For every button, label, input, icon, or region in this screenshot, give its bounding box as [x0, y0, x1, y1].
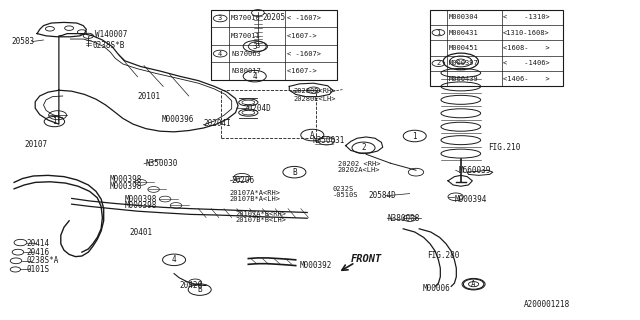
Text: 0238S*B: 0238S*B [93, 41, 125, 50]
Text: 20107A*B<RH>: 20107A*B<RH> [236, 211, 287, 217]
Text: 3: 3 [218, 15, 222, 21]
Text: <    -1310>: < -1310> [503, 14, 550, 20]
Text: A: A [471, 280, 476, 289]
Text: FIG.210: FIG.210 [488, 143, 520, 152]
Text: M000439: M000439 [449, 76, 478, 82]
Text: 20204I: 20204I [204, 119, 231, 128]
Text: N370063: N370063 [231, 51, 260, 57]
Text: N350031: N350031 [312, 136, 345, 145]
Text: M00006: M00006 [422, 284, 450, 293]
Bar [221, 90, 316, 138]
Text: M370011: M370011 [231, 33, 260, 39]
Text: <1607->: <1607-> [287, 33, 325, 39]
Text: 20107: 20107 [24, 140, 47, 149]
Text: N350030: N350030 [146, 159, 179, 168]
Text: B: B [292, 168, 297, 177]
Text: <1310-1608>: <1310-1608> [503, 30, 550, 36]
Text: FRONT: FRONT [351, 253, 382, 264]
Text: 20205: 20205 [262, 13, 285, 22]
Text: M000398: M000398 [125, 201, 157, 210]
Text: FIG.280: FIG.280 [428, 251, 460, 260]
Text: 20280D<RH>: 20280D<RH> [293, 88, 335, 94]
Text: 3: 3 [252, 42, 257, 51]
Text: 20584D: 20584D [368, 191, 396, 200]
Text: A: A [310, 131, 315, 140]
Text: M000398: M000398 [110, 182, 143, 191]
Text: -0510S: -0510S [333, 192, 358, 197]
Text: 20401: 20401 [129, 228, 152, 237]
Bar [211, 10, 337, 80]
Text: 20414: 20414 [27, 239, 50, 248]
Text: 20420: 20420 [179, 281, 202, 290]
Text: M000304: M000304 [449, 14, 478, 20]
Text: 20107B*B<LH>: 20107B*B<LH> [236, 217, 287, 223]
Text: 20206: 20206 [232, 176, 255, 185]
Text: 20583: 20583 [12, 37, 35, 46]
Text: 20202A<LH>: 20202A<LH> [338, 167, 380, 173]
Text: 0238S*A: 0238S*A [27, 256, 60, 265]
Bar [430, 10, 563, 86]
Text: N380017: N380017 [231, 68, 260, 74]
Text: M000398: M000398 [125, 195, 157, 204]
Text: 3: 3 [256, 44, 260, 49]
Text: 0101S: 0101S [27, 265, 50, 274]
Text: 0232S: 0232S [333, 186, 354, 192]
Text: 20101: 20101 [138, 92, 161, 100]
Text: A200001218: A200001218 [524, 300, 570, 309]
Text: 1: 1 [436, 30, 440, 36]
Text: <1607->: <1607-> [287, 68, 325, 74]
Text: 20280E<LH>: 20280E<LH> [293, 96, 335, 101]
Text: < -1607>: < -1607> [287, 15, 321, 21]
Text: 20107B*A<LH>: 20107B*A<LH> [229, 196, 280, 202]
Text: <1406-    >: <1406- > [503, 76, 550, 82]
Text: 1: 1 [52, 117, 57, 126]
Text: 4: 4 [252, 72, 257, 81]
Text: N380008: N380008 [387, 214, 420, 223]
Text: 20107A*A<RH>: 20107A*A<RH> [229, 190, 280, 196]
Text: 4: 4 [218, 51, 222, 57]
Text: M370010: M370010 [231, 15, 260, 21]
Text: < -1607>: < -1607> [287, 51, 321, 57]
Text: M000398: M000398 [110, 175, 143, 184]
Text: 20204D: 20204D [243, 104, 271, 113]
Text: M000394: M000394 [454, 195, 487, 204]
Text: 2: 2 [436, 60, 440, 66]
Text: 2: 2 [361, 143, 366, 152]
Text: <1608-    >: <1608- > [503, 45, 550, 51]
Text: M000431: M000431 [449, 30, 478, 36]
Text: 20416: 20416 [27, 248, 50, 257]
Text: B: B [197, 285, 202, 294]
Text: M000451: M000451 [449, 45, 478, 51]
Text: 4: 4 [172, 255, 177, 264]
Text: W140007: W140007 [95, 30, 127, 39]
Text: M000392: M000392 [300, 261, 332, 270]
Text: <    -1406>: < -1406> [503, 60, 550, 66]
Text: 20202 <RH>: 20202 <RH> [338, 161, 380, 167]
Text: 1: 1 [412, 132, 417, 140]
Text: M660039: M660039 [458, 166, 491, 175]
Text: M000397: M000397 [449, 60, 478, 66]
Text: M000396: M000396 [161, 115, 194, 124]
